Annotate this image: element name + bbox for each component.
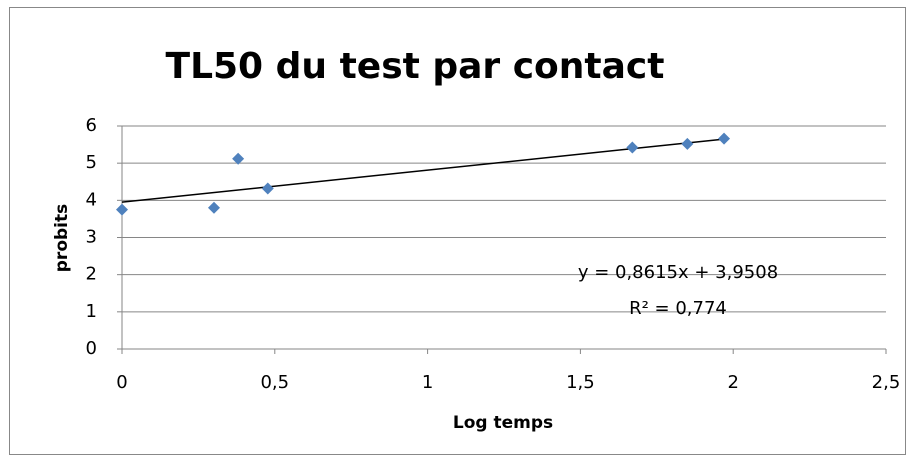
y-tick-label: 0 (86, 338, 97, 359)
y-tick-label: 4 (86, 189, 97, 210)
y-axis-title: probits (52, 204, 72, 272)
x-tick-label: 0 (116, 372, 127, 393)
data-point (626, 141, 639, 154)
y-tick-label: 1 (86, 301, 97, 322)
y-tick-label: 6 (86, 115, 97, 136)
chart-title: TL50 du test par contact (166, 46, 665, 87)
trendline (121, 138, 725, 203)
data-point (718, 132, 731, 145)
trendline-r-squared: R² = 0,774 (629, 298, 727, 319)
x-tick-label: 0,5 (260, 372, 289, 393)
plot-area: 0 1 2 3 4 5 6 0 0,5 1 1,5 2 2,5 (86, 115, 901, 393)
data-point (207, 201, 220, 214)
data-point (681, 137, 694, 150)
data-point (116, 203, 128, 216)
data-point (232, 152, 245, 165)
x-tick-label: 2,5 (872, 372, 901, 393)
x-tick-label: 1 (422, 372, 433, 393)
x-tick-label: 2 (727, 372, 738, 393)
x-tick-label: 1,5 (566, 372, 595, 393)
y-tick-label: 3 (86, 227, 97, 248)
chart-frame (9, 7, 906, 455)
trendline-equation: y = 0,8615x + 3,9508 (578, 262, 778, 283)
y-tick-label: 5 (86, 152, 97, 173)
data-point (261, 182, 274, 195)
y-tick-label: 2 (86, 264, 97, 285)
x-axis-title: Log temps (453, 413, 553, 433)
